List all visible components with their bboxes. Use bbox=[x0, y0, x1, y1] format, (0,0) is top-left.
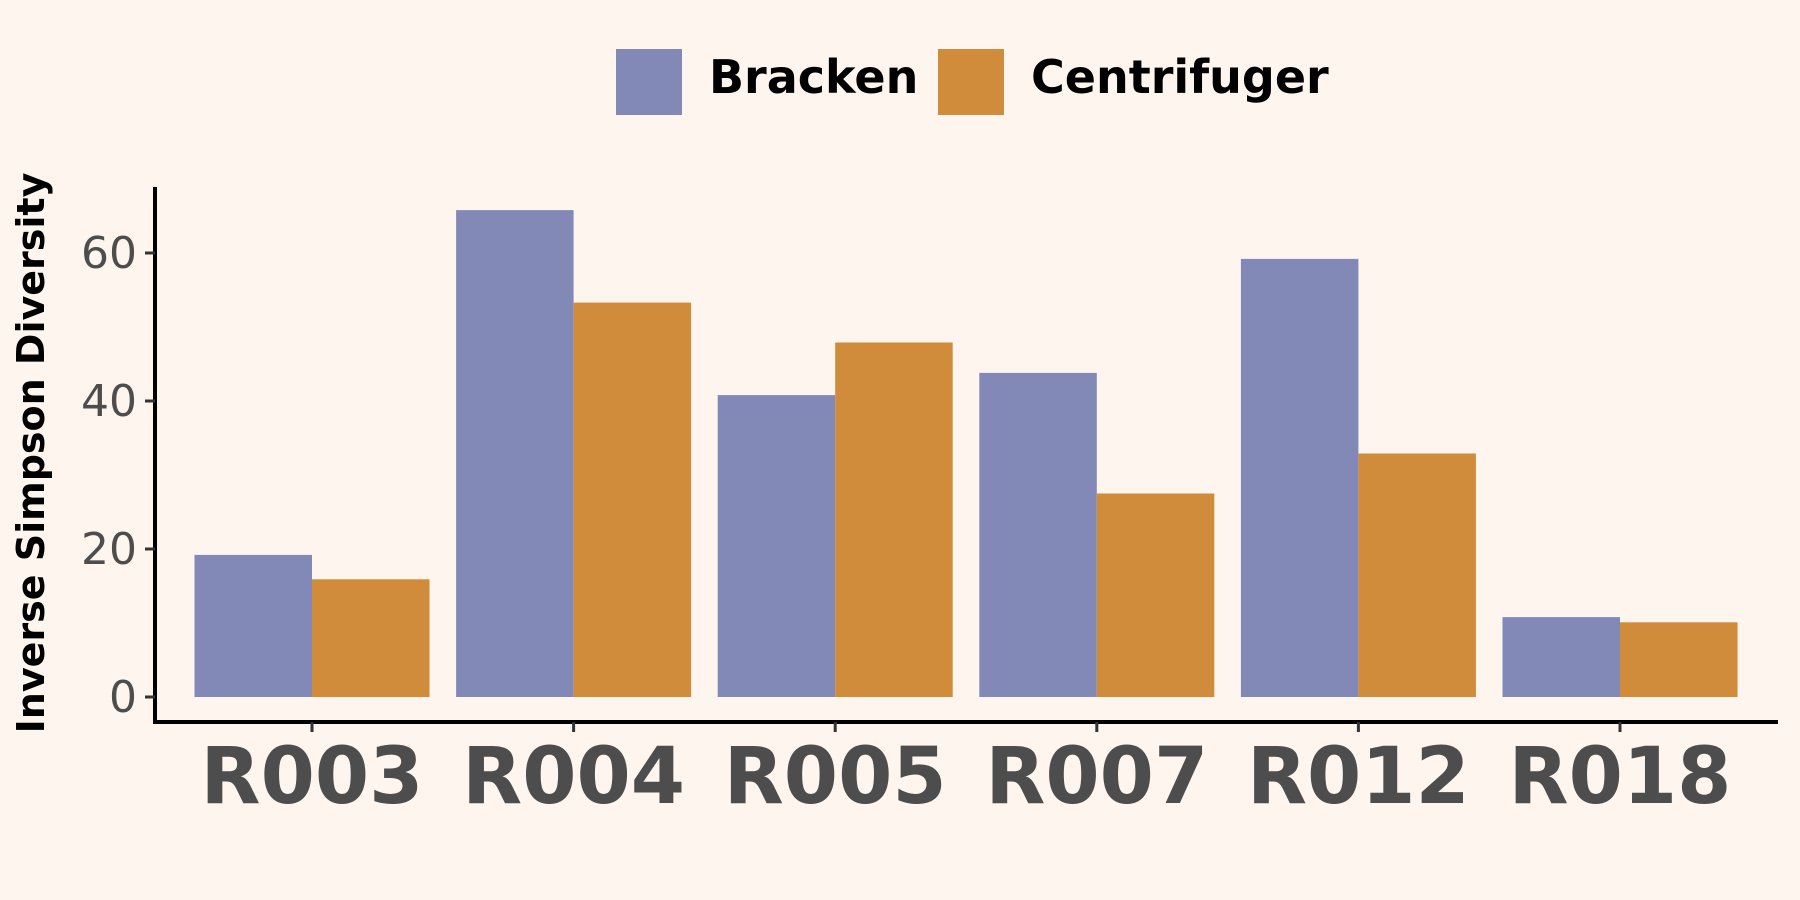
bars bbox=[194, 210, 1738, 697]
y-axis: 0 20 40 60 bbox=[81, 187, 157, 723]
x-tick-label-r012: R012 bbox=[1247, 732, 1470, 822]
bar-centrifuger-r018 bbox=[1620, 622, 1738, 697]
y-tick-label: 20 bbox=[81, 524, 137, 575]
x-axis: R003 R004 R005 R007 R012 R018 bbox=[153, 720, 1778, 822]
y-tick-label: 40 bbox=[81, 376, 137, 427]
legend-label-centrifuger: Centrifuger bbox=[1031, 50, 1329, 104]
x-tick-label-r018: R018 bbox=[1509, 732, 1732, 822]
bar-bracken-r003 bbox=[194, 554, 312, 697]
x-tick-label-r003: R003 bbox=[201, 732, 424, 822]
legend-swatch-centrifuger bbox=[938, 49, 1004, 115]
x-tick-label-r007: R007 bbox=[985, 732, 1208, 822]
bar-bracken-r018 bbox=[1502, 617, 1620, 697]
bar-bracken-r007 bbox=[979, 372, 1097, 697]
bar-bracken-r004 bbox=[456, 210, 574, 697]
y-tick-label: 0 bbox=[109, 672, 137, 723]
bar-bracken-r012 bbox=[1240, 258, 1359, 697]
y-tick-label: 60 bbox=[81, 228, 137, 279]
legend-swatch-bracken bbox=[616, 49, 682, 115]
bar-centrifuger-r007 bbox=[1096, 493, 1215, 697]
bar-centrifuger-r004 bbox=[573, 302, 692, 697]
bar-bracken-r005 bbox=[717, 395, 836, 697]
y-axis-label: Inverse Simpson Diversity bbox=[9, 172, 53, 733]
legend-label-bracken: Bracken bbox=[709, 50, 918, 104]
legend: Bracken Centrifuger bbox=[616, 49, 1329, 115]
bar-centrifuger-r003 bbox=[312, 579, 430, 697]
x-tick-label-r004: R004 bbox=[462, 732, 685, 822]
x-tick-label-r005: R005 bbox=[724, 732, 947, 822]
bar-centrifuger-r012 bbox=[1358, 453, 1476, 697]
bar-centrifuger-r005 bbox=[835, 342, 953, 697]
